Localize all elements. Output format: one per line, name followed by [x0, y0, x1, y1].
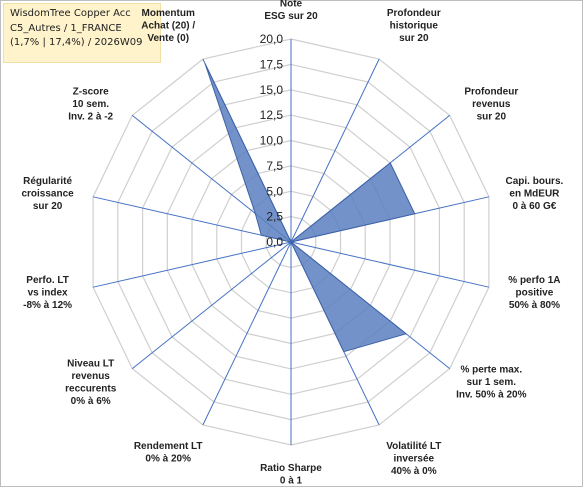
- axis-label: Profondeur revenus sur 20: [464, 87, 518, 123]
- axis-spoke: [202, 241, 292, 426]
- axis-spoke: [290, 58, 380, 243]
- tick-label: 0,0: [266, 235, 283, 249]
- title-line-3: (1,7% | 17,4%) / 2026W09: [10, 37, 143, 48]
- tick-label: 15,0: [260, 83, 284, 97]
- axis-spoke: [290, 241, 490, 288]
- axis-label: Profondeur historique sur 20: [387, 8, 441, 44]
- title-line-1: WisdomTree Copper Acc: [10, 8, 131, 19]
- axis-spoke: [92, 196, 292, 243]
- axis-label: Régularité croissance sur 20: [21, 176, 74, 212]
- tick-label: 17,5: [260, 57, 284, 71]
- axis-label: % perfo 1A positive 50% à 80%: [508, 275, 560, 311]
- axis-label: Rendement LT 0% à 20%: [134, 441, 203, 465]
- data-series-area: [204, 63, 416, 353]
- axis-label: Niveau LT revenus reccurents 0% à 6%: [65, 358, 117, 407]
- tick-label: 5,0: [266, 184, 283, 198]
- axis-label: Perfo. LT vs index -8% à 12%: [23, 275, 72, 311]
- tick-label: 10,0: [260, 134, 284, 148]
- axis-label: Z-score 10 sem. Inv. 2 à -2: [68, 87, 113, 123]
- tick-label: 2,5: [266, 210, 283, 224]
- axis-label: Momentum Achat (20) / Vente (0): [141, 8, 195, 44]
- axis-spoke: [131, 241, 292, 369]
- title-line-2: C5_Autres / 1_FRANCE: [10, 22, 122, 34]
- axis-label: % perte max. sur 1 sem. Inv. 50% à 20%: [456, 365, 527, 401]
- tick-label: 12,5: [260, 108, 284, 122]
- chart-title-box: WisdomTree Copper Acc C5_Autres / 1_FRAN…: [3, 3, 161, 63]
- tick-label: 7,5: [266, 159, 283, 173]
- axis-label: Capi. bours. en MdEUR 0 à 60 G€: [506, 176, 564, 212]
- tick-label: 20,0: [260, 32, 284, 46]
- axis-label: Volatilité LT inversée 40% à 0%: [386, 441, 441, 477]
- axis-label: Note ESG sur 20: [264, 0, 318, 22]
- axis-spoke: [92, 241, 292, 288]
- axis-label: Ratio Sharpe 0 à 1: [260, 463, 322, 487]
